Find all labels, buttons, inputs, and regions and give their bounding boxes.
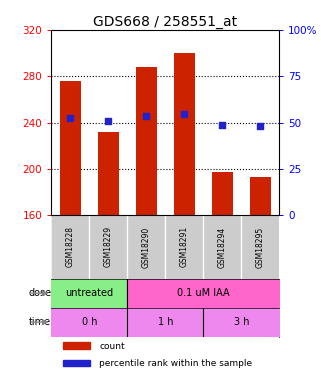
Bar bbox=[63, 360, 90, 366]
Point bbox=[144, 112, 149, 118]
Bar bbox=[98, 132, 119, 215]
Point bbox=[182, 111, 187, 117]
Text: 1 h: 1 h bbox=[158, 317, 173, 327]
Point bbox=[220, 122, 225, 128]
Text: GSM18291: GSM18291 bbox=[180, 226, 189, 267]
Text: GSM18290: GSM18290 bbox=[142, 226, 151, 267]
Text: GSM18228: GSM18228 bbox=[66, 226, 75, 267]
Text: 3 h: 3 h bbox=[234, 317, 249, 327]
Point bbox=[258, 123, 263, 129]
Bar bbox=[212, 172, 233, 215]
Text: time: time bbox=[29, 317, 51, 327]
Text: percentile rank within the sample: percentile rank within the sample bbox=[99, 359, 252, 368]
Text: 0 h: 0 h bbox=[82, 317, 97, 327]
Bar bbox=[250, 177, 271, 215]
Text: dose: dose bbox=[28, 288, 51, 298]
Title: GDS668 / 258551_at: GDS668 / 258551_at bbox=[93, 15, 237, 29]
Point bbox=[106, 118, 111, 124]
Text: count: count bbox=[99, 342, 125, 351]
Bar bbox=[174, 53, 195, 215]
Point bbox=[68, 115, 73, 121]
Text: GSM18294: GSM18294 bbox=[218, 226, 227, 267]
Text: GSM18295: GSM18295 bbox=[256, 226, 265, 267]
Text: untreated: untreated bbox=[65, 288, 113, 298]
Bar bbox=[63, 342, 90, 349]
Text: GSM18229: GSM18229 bbox=[104, 226, 113, 267]
Text: 0.1 uM IAA: 0.1 uM IAA bbox=[177, 288, 230, 298]
Bar bbox=[60, 81, 81, 215]
Bar bbox=[136, 67, 157, 215]
